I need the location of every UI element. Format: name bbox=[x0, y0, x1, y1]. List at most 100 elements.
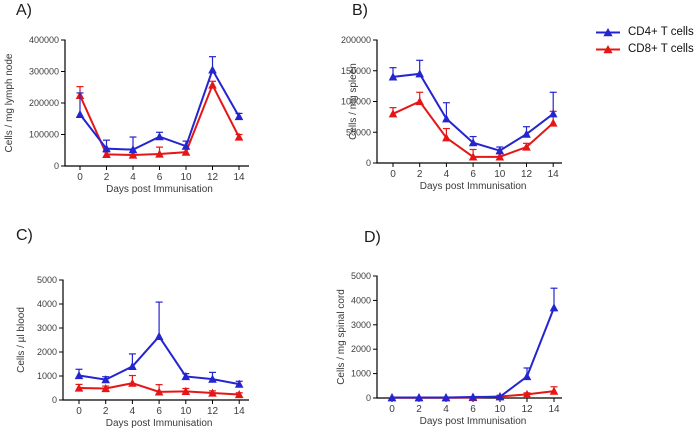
x-tick-label: 12 bbox=[207, 172, 219, 183]
x-tick-label: 4 bbox=[444, 169, 450, 180]
triangle-marker bbox=[522, 389, 532, 398]
triangle-marker bbox=[75, 109, 85, 118]
triangle-marker bbox=[549, 386, 559, 395]
triangle-marker bbox=[468, 138, 478, 147]
x-tick-label: 6 bbox=[157, 172, 163, 183]
y-tick-label: 0 bbox=[366, 393, 371, 403]
x-tick-label: 4 bbox=[443, 404, 449, 415]
triangle-marker bbox=[128, 150, 138, 159]
y-tick-label: 400000 bbox=[29, 35, 59, 45]
legend-label-cd4: CD4+ T cells bbox=[628, 26, 694, 38]
x-tick-label: 10 bbox=[494, 404, 506, 415]
x-tick-label: 14 bbox=[548, 169, 560, 180]
triangle-marker bbox=[234, 112, 244, 121]
y-axis-title: Cells / mg spleen bbox=[348, 63, 359, 140]
panel-label-c: C) bbox=[16, 227, 33, 244]
series-cd8-t-cells bbox=[75, 80, 244, 159]
series-cd4-t-cells bbox=[388, 59, 558, 155]
triangle-marker bbox=[208, 80, 217, 89]
y-tick-label: 5000 bbox=[37, 275, 57, 285]
triangle-marker bbox=[234, 389, 244, 399]
y-tick-label: 0 bbox=[366, 158, 371, 168]
triangle-marker bbox=[128, 145, 138, 154]
y-tick-label: 1000 bbox=[37, 371, 57, 381]
triangle-marker bbox=[387, 393, 397, 402]
triangle-marker bbox=[208, 65, 217, 74]
triangle-marker bbox=[415, 69, 424, 78]
y-axis-title: Cells / mg spinal cord bbox=[336, 289, 347, 385]
series-cd8-t-cells bbox=[388, 91, 558, 161]
triangle-marker bbox=[414, 393, 424, 402]
series-line bbox=[392, 307, 555, 399]
legend: CD4+ T cells CD8+ T cells bbox=[595, 26, 694, 55]
triangle-marker bbox=[468, 392, 478, 401]
y-tick-label: 50000 bbox=[346, 127, 371, 137]
triangle-marker bbox=[548, 109, 558, 118]
triangle-marker bbox=[102, 149, 111, 158]
y-tick-label: 0 bbox=[52, 395, 57, 405]
y-tick-label: 200000 bbox=[29, 98, 59, 108]
x-tick-label: 12 bbox=[207, 406, 219, 417]
x-axis-title: Days post Immunisation bbox=[106, 418, 213, 429]
triangle-marker bbox=[388, 109, 398, 118]
legend-label-cd8: CD8+ T cells bbox=[628, 43, 694, 55]
legend-triangle-cd8 bbox=[603, 45, 613, 54]
legend-triangle-cd4 bbox=[603, 28, 613, 37]
x-tick-label: 2 bbox=[416, 404, 422, 415]
triangle-marker bbox=[495, 152, 505, 161]
triangle-marker bbox=[522, 142, 531, 151]
series-cd4-t-cells bbox=[74, 301, 244, 388]
x-tick-label: 14 bbox=[233, 172, 245, 183]
x-tick-label: 2 bbox=[417, 169, 423, 180]
triangle-marker bbox=[74, 383, 84, 392]
triangle-marker bbox=[102, 144, 111, 153]
y-tick-label: 1000 bbox=[351, 369, 371, 379]
cd4-line-marker-icon bbox=[596, 28, 620, 37]
y-tick-label: 200000 bbox=[341, 35, 371, 45]
x-tick-label: 6 bbox=[470, 169, 476, 180]
x-tick-label: 14 bbox=[234, 406, 246, 417]
legend-item-cd4: CD4+ T cells bbox=[595, 26, 694, 38]
triangle-marker bbox=[549, 303, 559, 312]
series-cd4-t-cells bbox=[75, 56, 244, 154]
y-tick-label: 2000 bbox=[37, 347, 57, 357]
x-tick-label: 10 bbox=[180, 172, 192, 183]
cd8-line-marker-icon bbox=[596, 45, 620, 54]
y-tick-label: 4000 bbox=[351, 295, 371, 305]
x-tick-label: 12 bbox=[521, 169, 533, 180]
legend-item-cd8: CD8+ T cells bbox=[595, 43, 694, 55]
x-tick-label: 10 bbox=[180, 406, 192, 417]
triangle-marker bbox=[101, 375, 110, 384]
x-axis-title: Days post Immunisation bbox=[420, 181, 527, 192]
triangle-marker bbox=[468, 152, 478, 161]
chart-c: 0 1000 2000 3000 4000 5000 0 2 4 6 10 12 14 Days post… bbox=[16, 275, 249, 429]
triangle-marker bbox=[101, 383, 110, 393]
y-tick-label: 100000 bbox=[29, 130, 59, 140]
triangle-marker bbox=[441, 393, 451, 402]
triangle-marker bbox=[442, 133, 451, 142]
x-tick-label: 6 bbox=[156, 406, 162, 417]
triangle-marker bbox=[548, 118, 558, 127]
y-tick-label: 300000 bbox=[29, 67, 59, 77]
chart-a: 0 100000 200000 300000 400000 0 2 4 6 10 12 14 Days … bbox=[4, 35, 249, 195]
triangle-marker bbox=[495, 392, 505, 401]
x-tick-label: 2 bbox=[104, 172, 110, 183]
x-tick-label: 10 bbox=[494, 169, 506, 180]
series-cd8-t-cells bbox=[74, 374, 244, 399]
y-tick-label: 5000 bbox=[351, 271, 371, 281]
x-axis-title: Days post Immunisation bbox=[420, 416, 527, 427]
panel-label-b: B) bbox=[352, 2, 368, 19]
x-tick-label: 4 bbox=[130, 172, 136, 183]
triangle-marker bbox=[181, 141, 191, 150]
y-tick-label: 3000 bbox=[37, 323, 57, 333]
triangle-marker bbox=[181, 147, 191, 156]
triangle-marker bbox=[522, 129, 531, 138]
triangle-marker bbox=[74, 371, 84, 380]
triangle-marker bbox=[234, 132, 244, 141]
x-tick-label: 4 bbox=[130, 406, 136, 417]
y-tick-label: 0 bbox=[54, 161, 59, 171]
x-tick-label: 14 bbox=[548, 404, 560, 415]
triangle-marker bbox=[522, 372, 532, 381]
